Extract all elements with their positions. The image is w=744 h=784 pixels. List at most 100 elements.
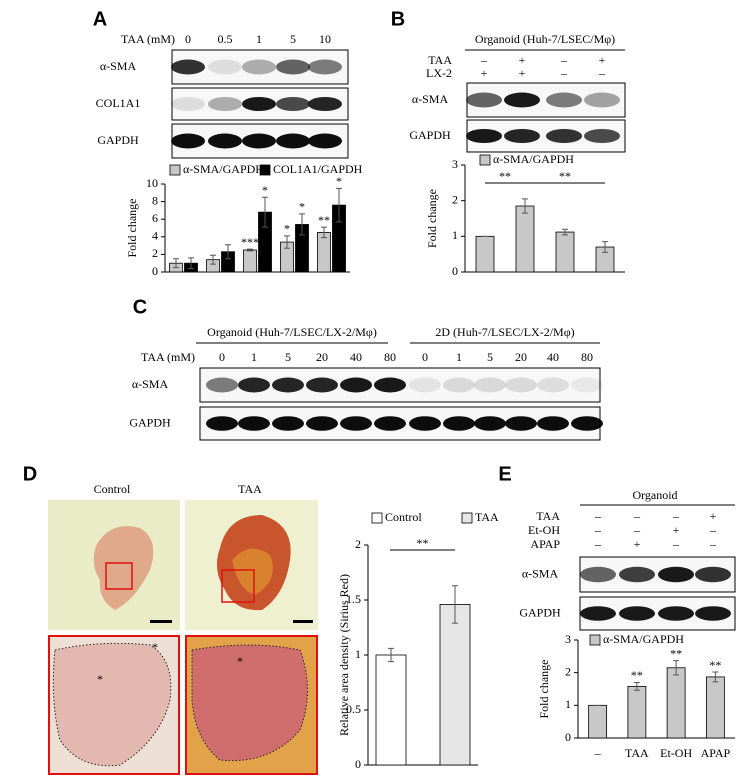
band xyxy=(584,92,620,108)
band xyxy=(619,566,655,583)
band xyxy=(171,96,205,112)
band xyxy=(695,566,731,583)
y-tick-label: 10 xyxy=(146,176,158,190)
band xyxy=(504,92,540,108)
bar xyxy=(705,676,725,739)
band xyxy=(238,416,270,431)
x-tick-label: – xyxy=(594,746,602,760)
band xyxy=(208,59,242,75)
condition-label: APAP xyxy=(530,537,560,551)
band xyxy=(580,606,616,621)
band xyxy=(272,377,304,393)
y-axis-label: Relative area density (Sirius Red) xyxy=(337,574,351,736)
legend-swatch xyxy=(169,164,181,176)
y-tick-label: 3 xyxy=(565,632,571,646)
error-bar xyxy=(673,660,680,676)
lane-label: 5 xyxy=(487,350,493,364)
bar xyxy=(588,704,608,739)
condition-label: Et-OH xyxy=(528,523,560,537)
significance: ** xyxy=(631,668,643,682)
error-bar xyxy=(633,681,640,691)
significance: * xyxy=(336,174,342,188)
bar xyxy=(555,231,575,273)
band xyxy=(276,59,310,75)
row-label: α-SMA xyxy=(132,377,169,391)
y-tick-label: 1.5 xyxy=(346,592,361,606)
band xyxy=(474,416,506,431)
significance: * xyxy=(299,200,305,214)
significance: * xyxy=(284,222,290,236)
band xyxy=(340,416,372,431)
band xyxy=(171,59,205,75)
condition-sign: – xyxy=(598,66,606,80)
error-bar xyxy=(188,257,194,269)
lane-label: 5 xyxy=(290,32,296,46)
bar xyxy=(515,205,535,273)
row-label: α-SMA xyxy=(412,92,449,106)
lane-label: 1 xyxy=(456,350,462,364)
error-bar xyxy=(522,198,528,214)
error-bar xyxy=(712,671,719,683)
bar xyxy=(627,685,647,739)
y-axis-label: Fold change xyxy=(125,199,139,258)
significance: ** xyxy=(559,169,571,183)
lane-label: 80 xyxy=(384,350,396,364)
band xyxy=(505,377,537,393)
error-bar xyxy=(284,235,290,249)
x-tick-label: TAA xyxy=(625,746,649,760)
group-header: Organoid (Huh-7/LSEC/Mφ) xyxy=(475,32,615,46)
lane-label: 0 xyxy=(185,32,191,46)
band xyxy=(242,96,276,112)
y-tick-label: 4 xyxy=(152,229,158,243)
lane-label: 20 xyxy=(316,350,328,364)
band xyxy=(537,377,569,393)
zoom-box xyxy=(105,562,133,590)
band xyxy=(695,606,731,621)
bar xyxy=(475,235,495,273)
condition-label: LX-2 xyxy=(426,66,452,80)
condition-sign: + xyxy=(634,537,641,551)
y-tick-label: 6 xyxy=(152,211,158,225)
image-label: Control xyxy=(94,482,131,496)
band xyxy=(206,416,238,431)
condition-sign: + xyxy=(710,509,717,523)
legend-label: TAA xyxy=(475,510,499,524)
panel-label: B xyxy=(391,8,405,30)
image-label: TAA xyxy=(238,482,262,496)
y-tick-label: 0 xyxy=(452,264,458,278)
error-bar xyxy=(299,213,305,236)
y-tick-label: 0.5 xyxy=(346,702,361,716)
band xyxy=(474,377,506,393)
lane-header: TAA (mM) xyxy=(141,350,195,364)
condition-sign: – xyxy=(594,509,602,523)
condition-sign: – xyxy=(633,523,641,537)
error-bar xyxy=(602,241,608,253)
band xyxy=(505,416,537,431)
y-tick-label: 2 xyxy=(565,664,571,678)
legend-swatch xyxy=(479,154,491,166)
lane-header: TAA (mM) xyxy=(121,32,175,46)
band xyxy=(242,59,276,75)
zoom-box xyxy=(221,569,255,603)
y-tick-label: 2 xyxy=(452,192,458,206)
y-tick-label: 8 xyxy=(152,193,158,207)
panel-label: D xyxy=(23,463,37,485)
band xyxy=(272,416,304,431)
condition-sign: + xyxy=(673,523,680,537)
band xyxy=(546,92,582,108)
condition-sign: – xyxy=(672,509,680,523)
band xyxy=(443,416,475,431)
band xyxy=(340,377,372,393)
y-tick-label: 1 xyxy=(565,697,571,711)
band xyxy=(443,377,475,393)
bar xyxy=(666,667,686,739)
condition-sign: – xyxy=(594,523,602,537)
condition-label: TAA xyxy=(536,509,560,523)
lane-label: 10 xyxy=(319,32,331,46)
y-tick-label: 2 xyxy=(152,246,158,260)
band xyxy=(306,416,338,431)
significance: * xyxy=(262,183,268,197)
region-mark: * xyxy=(97,672,103,686)
error-bar xyxy=(173,258,179,269)
